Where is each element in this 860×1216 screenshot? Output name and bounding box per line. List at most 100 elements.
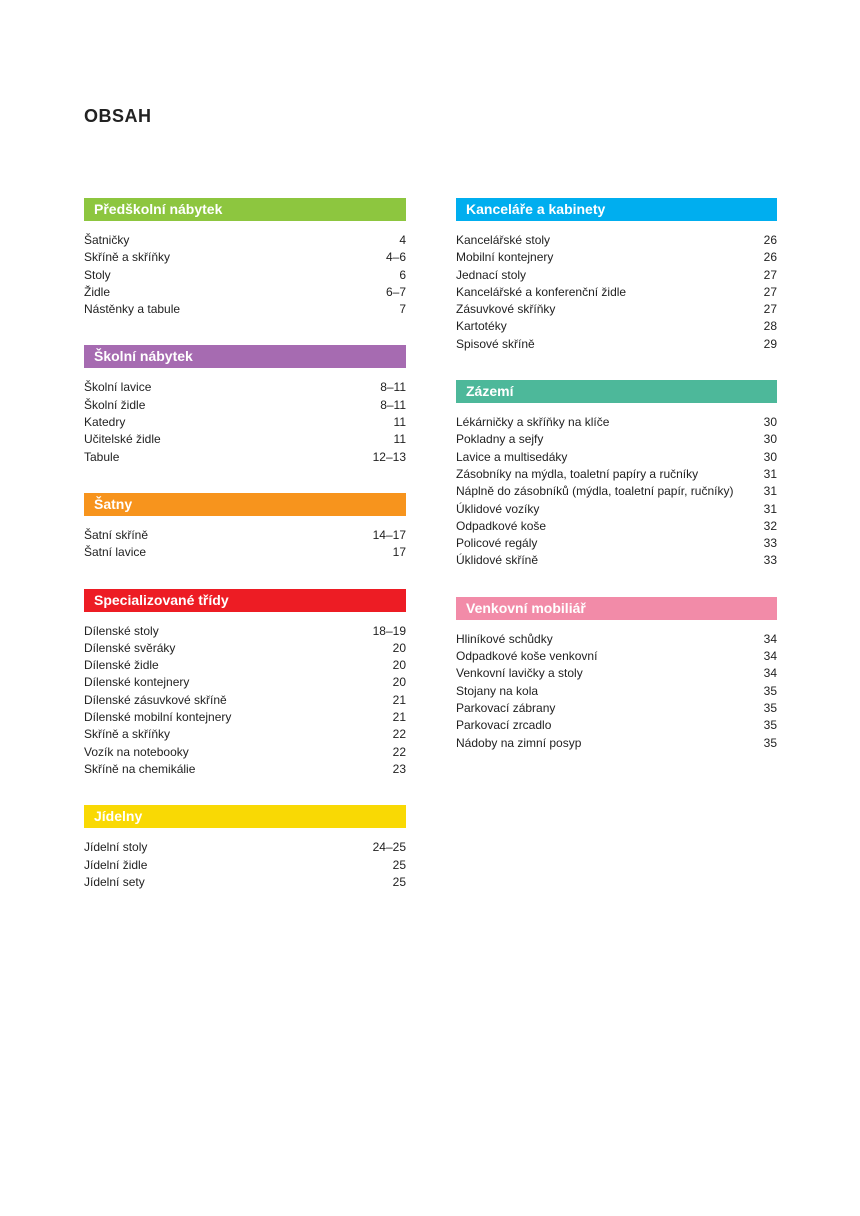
toc-entry: Dílenské kontejnery 20 xyxy=(84,674,406,691)
section-heading: Specializované třídy xyxy=(84,588,406,612)
section-heading: Jídelny xyxy=(84,805,406,829)
entry-label: Jídelní židle xyxy=(84,857,148,872)
entry-page: 22 xyxy=(392,744,406,759)
toc-entry: Odpadkové koše 32 xyxy=(456,518,777,535)
entry-label: Šatní lavice xyxy=(84,545,147,560)
entry-label: Šatničky xyxy=(84,233,130,247)
entry-label: Úklidové skříně xyxy=(456,553,539,568)
entry-page: 27 xyxy=(763,284,777,299)
toc-entry: Spisové skříně 29 xyxy=(456,336,777,353)
entry-label: Jídelní sety xyxy=(84,874,145,889)
entry-label: Lékárničky a skříňky na klíče xyxy=(456,415,610,430)
toc-entry: Nástěnky a tabule 7 xyxy=(84,301,406,318)
toc-entry: Dílenské stoly 18–19 xyxy=(84,623,406,640)
entry-page: 32 xyxy=(763,518,777,533)
entry-label: Dílenské stoly xyxy=(84,623,159,638)
toc-entry: Skříně a skříňky 4–6 xyxy=(84,249,406,266)
entry-label: Nástěnky a tabule xyxy=(84,302,181,317)
toc-entry: Odpadkové koše venkovní 34 xyxy=(456,648,777,665)
entry-label: Stojany na kola xyxy=(456,683,539,698)
entry-label: Dílenské svěráky xyxy=(84,640,176,655)
entry-label: Odpadkové koše venkovní xyxy=(456,649,598,664)
entry-page: 20 xyxy=(392,658,406,673)
entry-page: 20 xyxy=(392,640,406,655)
entry-page: 25 xyxy=(392,857,406,872)
entry-page: 21 xyxy=(392,710,406,725)
toc-entry: Parkovací zábrany 35 xyxy=(456,700,777,717)
entry-page: 27 xyxy=(763,267,777,282)
section-heading: Školní nábytek xyxy=(84,345,406,369)
section-heading: Předškolní nábytek xyxy=(84,198,406,221)
entry-label: Dílenské židle xyxy=(84,658,159,673)
entry-label: Vozík na notebooky xyxy=(84,744,189,759)
entry-page: 30 xyxy=(763,415,777,430)
entry-page: 25 xyxy=(392,874,406,889)
entry-label: Jednací stoly xyxy=(456,267,527,282)
entry-label: Spisové skříně xyxy=(456,336,535,351)
entry-page: 7 xyxy=(399,302,406,317)
entry-page: 27 xyxy=(763,302,777,317)
section: Zázemí Lékárničky a skříňky na klíče 30 Pok… xyxy=(456,380,777,570)
toc-entry: Pokladny a sejfy 30 xyxy=(456,431,777,448)
toc-entry: Parkovací zrcadlo 35 xyxy=(456,717,777,734)
toc-entry: Mobilní kontejnery 26 xyxy=(456,249,777,266)
entry-label: Židle xyxy=(84,284,111,299)
entry-page: 23 xyxy=(392,761,406,776)
toc-entry: Lékárničky a skříňky na klíče 30 xyxy=(456,414,777,431)
entry-label: Dílenské mobilní kontejnery xyxy=(84,710,232,725)
entry-label: Skříně a skříňky xyxy=(84,250,171,265)
entry-label: Katedry xyxy=(84,415,126,430)
entry-page: 8–11 xyxy=(380,380,406,395)
entry-label: Nádoby na zimní posyp xyxy=(456,735,582,750)
entry-label: Dílenské kontejnery xyxy=(84,675,190,690)
section-heading: Zázemí xyxy=(456,380,777,404)
toc-entry: Šatní skříně 14–17 xyxy=(84,527,406,544)
entry-label: Parkovací zrcadlo xyxy=(456,718,552,733)
toc-entry: Skříně a skříňky 22 xyxy=(84,726,406,743)
entry-page: 35 xyxy=(763,700,777,715)
toc-entry: Lavice a multisedáky 30 xyxy=(456,449,777,466)
entry-page: 26 xyxy=(763,233,777,247)
toc-entry: Dílenské mobilní kontejnery 21 xyxy=(84,709,406,726)
entry-label: Skříně na chemikálie xyxy=(84,761,196,776)
entry-page: 24–25 xyxy=(372,840,406,855)
section-heading: Venkovní mobiliář xyxy=(456,596,777,620)
entry-label: Tabule xyxy=(84,449,120,464)
entry-page: 35 xyxy=(763,683,777,698)
toc-entry: Náplně do zásobníků (mýdla, toaletní pap… xyxy=(456,483,777,500)
toc-entry: Kartotéky 28 xyxy=(456,318,777,335)
entry-page: 18–19 xyxy=(372,623,406,638)
toc-entry: Policové regály 33 xyxy=(456,535,777,552)
entry-page: 35 xyxy=(763,718,777,733)
section-heading: Šatny xyxy=(84,492,406,516)
toc-entry: Jídelní sety 25 xyxy=(84,874,406,891)
page-title: OBSAH xyxy=(84,106,152,126)
entry-label: Úklidové vozíky xyxy=(456,501,540,516)
section: Šatny Šatní skříně 14–17 Šatní lavice 17 xyxy=(84,492,406,562)
toc-entry: Nádoby na zimní posyp 35 xyxy=(456,735,777,752)
entry-page: 31 xyxy=(763,501,777,516)
entry-label: Odpadkové koše xyxy=(456,518,547,533)
entry-label: Kancelářské a konferenční židle xyxy=(456,284,627,299)
toc-entry: Jídelní stoly 24–25 xyxy=(84,839,406,856)
entry-page: 30 xyxy=(763,449,777,464)
entry-label: Kancelářské stoly xyxy=(456,233,551,247)
toc-entry: Židle 6–7 xyxy=(84,284,406,301)
entry-page: 34 xyxy=(763,666,777,681)
toc-entry: Kancelářské stoly 26 xyxy=(456,232,777,249)
entry-page: 31 xyxy=(763,484,777,499)
section-heading: Kanceláře a kabinety xyxy=(456,198,777,221)
entry-label: Náplně do zásobníků (mýdla, toaletní pap… xyxy=(456,484,734,499)
entry-page: 29 xyxy=(763,336,777,351)
toc-entry: Školní lavice 8–11 xyxy=(84,379,406,396)
entry-page: 8–11 xyxy=(380,397,406,412)
toc-entry: Jednací stoly 27 xyxy=(456,267,777,284)
entry-label: Hliníkové schůdky xyxy=(456,631,553,646)
entry-page: 31 xyxy=(763,466,777,481)
entry-label: Kartotéky xyxy=(456,319,507,334)
entry-label: Jídelní stoly xyxy=(84,840,148,855)
entry-label: Zásuvkové skříňky xyxy=(456,302,556,317)
entry-label: Mobilní kontejnery xyxy=(456,250,554,265)
toc-entry: Katedry 11 xyxy=(84,414,406,431)
